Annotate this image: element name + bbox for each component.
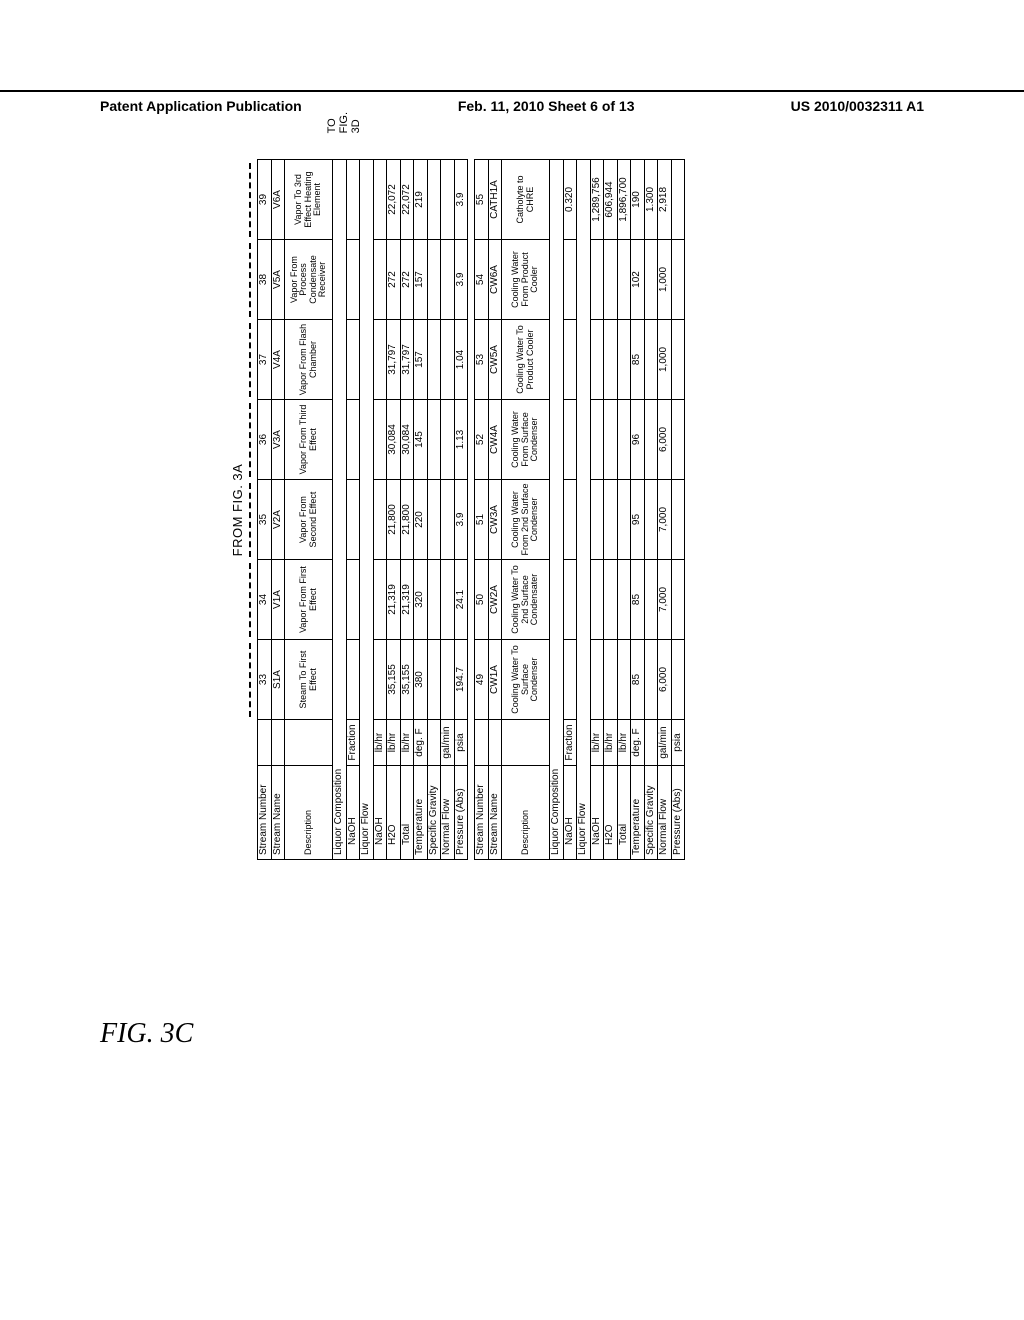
table-row: NaOHFraction bbox=[346, 160, 360, 860]
table-row: Specific Gravity bbox=[427, 160, 441, 860]
table-row: Description Steam To First EffectVapor F… bbox=[285, 160, 333, 860]
table-row: Stream Number 3334 3536 3738 39 bbox=[258, 160, 272, 860]
table-row: Stream Number 4950 5152 5354 55 bbox=[475, 160, 489, 860]
table-row: H2Olb/hr 606,944 bbox=[604, 160, 618, 860]
header-left: Patent Application Publication bbox=[100, 98, 302, 114]
table-row: Liquor Flow bbox=[577, 160, 591, 860]
page-header: Patent Application Publication Feb. 11, … bbox=[0, 90, 1024, 114]
table-row: Normal Flowgal/min bbox=[441, 160, 455, 860]
table-row: H2Olb/hr 35,15521,319 21,80030,084 31,79… bbox=[387, 160, 401, 860]
table-row: Stream Name CW1ACW2A CW3ACW4A CW5ACW6A C… bbox=[488, 160, 502, 860]
figure-caption: FIG. 3C bbox=[100, 1018, 193, 1050]
table-row: Pressure (Abs)psia 194.724.1 3.91.13 1.0… bbox=[454, 160, 468, 860]
table-row: NaOHlb/hr bbox=[373, 160, 387, 860]
stream-table-a: Stream Number 3334 3536 3738 39 Stream N… bbox=[257, 159, 468, 860]
table-row: Temperaturedeg. F 8585 9596 85102 190 bbox=[631, 160, 645, 860]
table-row: Stream Name S1AV1A V2AV3A V4AV5A V6A bbox=[271, 160, 285, 860]
table-row: NaOHFraction 0.320 bbox=[563, 160, 577, 860]
table-row: Description Cooling Water To Surface Con… bbox=[502, 160, 550, 860]
top-dash-connectors bbox=[249, 160, 257, 860]
table-row: Temperaturedeg. F 380320 220145 157157 2… bbox=[414, 160, 428, 860]
rotated-content: FROM FIG. 3A TO FIG. 3D Stream Number 33… bbox=[230, 160, 820, 860]
table-row: Liquor Composition bbox=[550, 160, 564, 860]
from-fig-label: FROM FIG. 3A bbox=[230, 160, 245, 860]
table-row: Liquor Flow bbox=[360, 160, 374, 860]
table-row: Totallb/hr 35,15521,319 21,80030,084 31,… bbox=[400, 160, 414, 860]
table-row: NaOHlb/hr 1,289,756 bbox=[590, 160, 604, 860]
table-row: Specific Gravity 1.300 bbox=[644, 160, 658, 860]
stream-table-b: Stream Number 4950 5152 5354 55 Stream N… bbox=[474, 159, 685, 860]
header-right: US 2010/0032311 A1 bbox=[791, 98, 924, 114]
table-row: Normal Flowgal/min 6,0007,000 7,0006,000… bbox=[658, 160, 672, 860]
table-row: Pressure (Abs)psia bbox=[671, 160, 685, 860]
to-fig-label: TO FIG. 3D bbox=[326, 112, 362, 133]
figure-3c: FROM FIG. 3A TO FIG. 3D Stream Number 33… bbox=[230, 160, 820, 860]
table-row: Totallb/hr 1,896,700 bbox=[617, 160, 631, 860]
header-center: Feb. 11, 2010 Sheet 6 of 13 bbox=[458, 98, 635, 114]
table-row: Liquor Composition bbox=[333, 160, 347, 860]
